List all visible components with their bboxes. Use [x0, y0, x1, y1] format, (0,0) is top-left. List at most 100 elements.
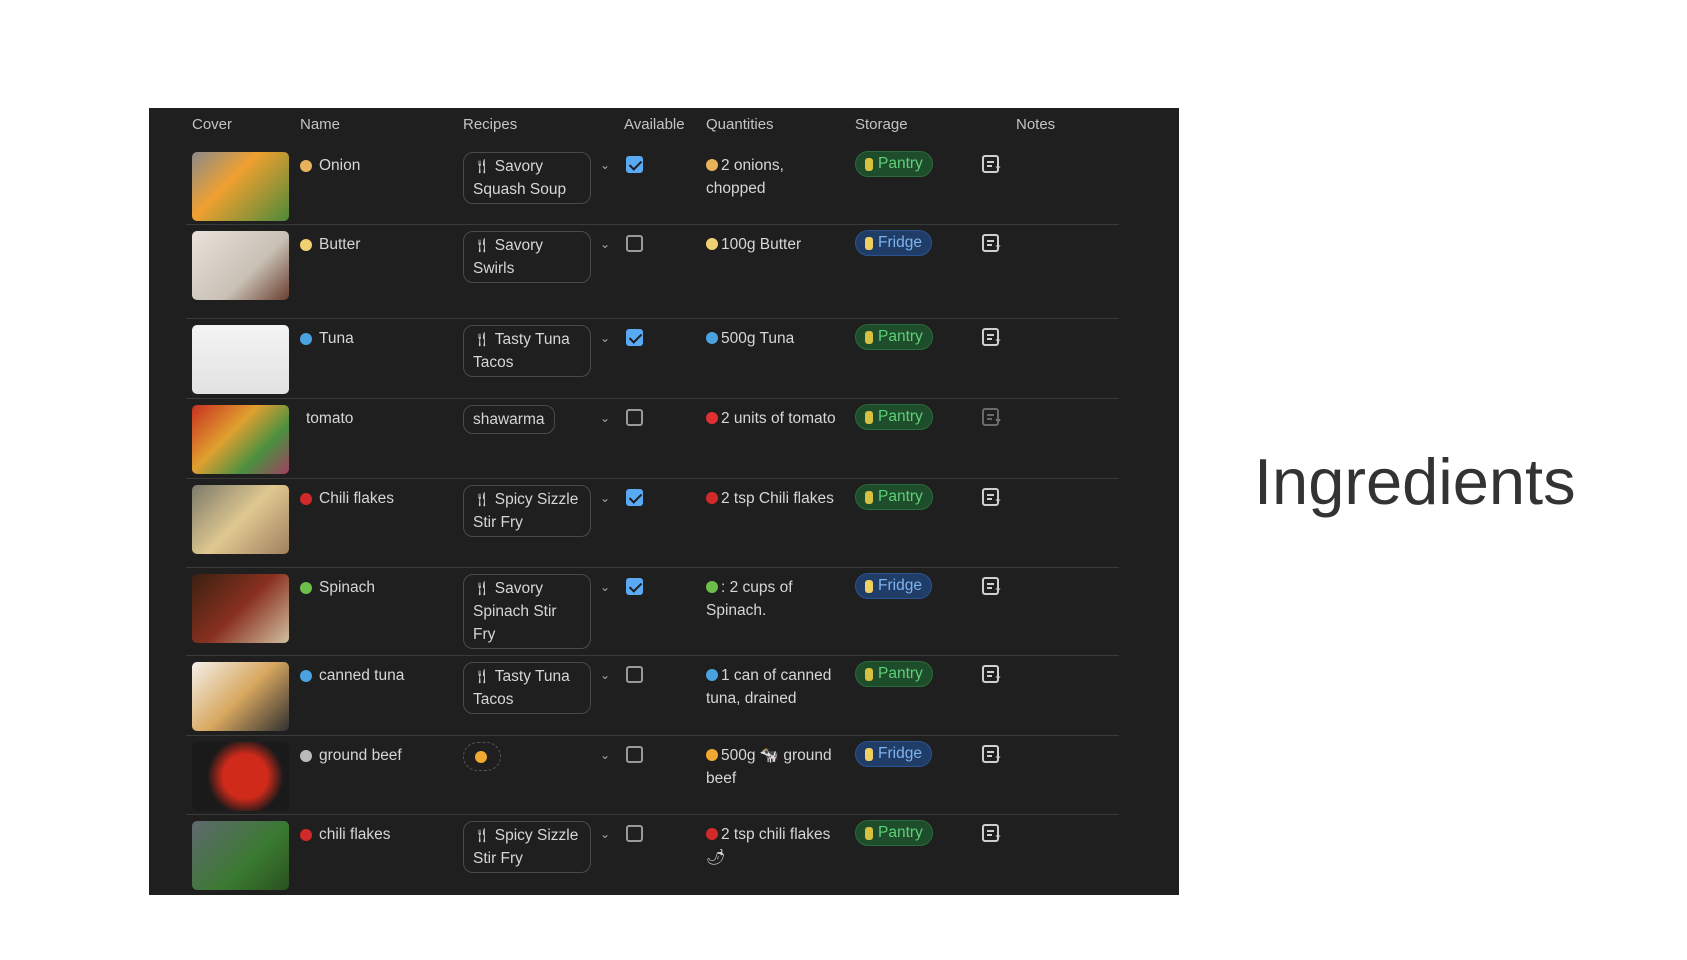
cover-image[interactable]: [192, 574, 289, 643]
chevron-down-icon[interactable]: ⌄: [600, 237, 611, 251]
chevron-down-icon[interactable]: ⌄: [600, 331, 611, 345]
notes-icon[interactable]: [982, 234, 999, 252]
ingredients-table: Cover Name Recipes Available Quantities …: [149, 108, 1179, 895]
table-row: Tuna 🍴︎ Tasty Tuna Tacos ⌄ 500g Tuna Pant…: [186, 319, 1119, 399]
taco-icon: [706, 749, 718, 761]
fork-knife-icon: 🍴︎: [473, 331, 491, 347]
recipe-chip[interactable]: 🍴︎ Tasty Tuna Tacos: [463, 662, 591, 714]
table-row: Chili flakes 🍴︎ Spicy Sizzle Stir Fry ⌄ 2…: [186, 479, 1119, 568]
ice-cream-icon: [865, 579, 873, 593]
notes-icon[interactable]: [982, 577, 999, 595]
notes-icon[interactable]: [982, 488, 999, 506]
cover-image[interactable]: [192, 742, 289, 811]
cover-image[interactable]: [192, 325, 289, 394]
recipe-chip[interactable]: 🍴︎ Savory Squash Soup: [463, 152, 591, 204]
recipe-chip[interactable]: 🍴︎ Savory Swirls: [463, 231, 591, 283]
cover-image[interactable]: [192, 231, 289, 300]
ingredient-name[interactable]: canned tuna: [300, 664, 404, 687]
chili-icon: [706, 828, 718, 840]
storage-badge[interactable]: Fridge: [855, 573, 932, 599]
chevron-down-icon[interactable]: ⌄: [600, 748, 611, 762]
storage-badge[interactable]: Pantry: [855, 404, 933, 430]
butter-icon: [300, 238, 312, 251]
chevron-down-icon[interactable]: ⌄: [600, 580, 611, 594]
quantity-text: 2 tsp chili flakes 🌶: [706, 826, 831, 866]
available-checkbox[interactable]: [626, 409, 643, 426]
chevron-down-icon[interactable]: ⌄: [600, 411, 611, 425]
cover-image[interactable]: [192, 152, 289, 221]
chevron-down-icon[interactable]: ⌄: [600, 158, 611, 172]
storage-badge[interactable]: Pantry: [855, 151, 933, 177]
recipe-chip[interactable]: [463, 742, 501, 771]
cover-image[interactable]: [192, 405, 289, 474]
available-checkbox[interactable]: [626, 235, 643, 252]
available-checkbox[interactable]: [626, 666, 643, 683]
table-row: ground beef ⌄ 500g 🐄 ground beef Fridge …: [186, 736, 1119, 815]
notes-icon[interactable]: [982, 665, 999, 683]
ingredient-name[interactable]: ground beef: [300, 744, 402, 767]
available-checkbox[interactable]: [626, 329, 643, 346]
ice-cream-icon: [865, 236, 873, 250]
cow-icon: [300, 749, 312, 762]
ingredient-name[interactable]: Onion: [300, 154, 360, 177]
cover-image[interactable]: [192, 662, 289, 731]
butter-icon: [706, 238, 718, 250]
storage-badge[interactable]: Fridge: [855, 230, 932, 256]
notes-icon[interactable]: [982, 408, 999, 426]
storage-badge[interactable]: Pantry: [855, 661, 933, 687]
ingredient-name[interactable]: chili flakes: [300, 823, 391, 846]
available-checkbox[interactable]: [626, 489, 643, 506]
can-icon: [865, 667, 873, 681]
header-available[interactable]: Available: [624, 116, 685, 133]
storage-badge[interactable]: Pantry: [855, 820, 933, 846]
fork-knife-icon: 🍴︎: [473, 580, 491, 596]
header-name[interactable]: Name: [300, 116, 341, 133]
recipe-chip[interactable]: 🍴︎ Savory Spinach Stir Fry: [463, 574, 591, 649]
notes-icon[interactable]: [982, 824, 999, 842]
recipe-chip[interactable]: shawarma: [463, 405, 555, 434]
onion-icon: [300, 159, 312, 172]
recipe-chip[interactable]: 🍴︎ Tasty Tuna Tacos: [463, 325, 591, 377]
notes-icon[interactable]: [982, 155, 999, 173]
tomato-icon: [706, 412, 718, 424]
available-checkbox[interactable]: [626, 746, 643, 763]
header-notes[interactable]: Notes: [1016, 116, 1056, 133]
recipe-chip[interactable]: 🍴︎ Spicy Sizzle Stir Fry: [463, 821, 591, 873]
chevron-down-icon[interactable]: ⌄: [600, 668, 611, 682]
ingredient-name[interactable]: Tuna: [300, 327, 354, 350]
fish-icon: [706, 669, 718, 681]
ingredient-name[interactable]: tomato: [306, 410, 354, 427]
header-cover[interactable]: Cover: [192, 116, 233, 133]
storage-badge[interactable]: Pantry: [855, 484, 933, 510]
fork-knife-icon: 🍴︎: [473, 491, 491, 507]
fork-knife-icon: 🍴︎: [473, 668, 491, 684]
available-checkbox[interactable]: [626, 578, 643, 595]
notes-icon[interactable]: [982, 328, 999, 346]
ingredient-name[interactable]: Spinach: [300, 576, 375, 599]
page-title: Ingredients: [1254, 445, 1576, 518]
available-checkbox[interactable]: [626, 825, 643, 842]
can-icon: [865, 157, 873, 171]
table-row: tomato shawarma ⌄ 2 units of tomato Pant…: [186, 399, 1119, 479]
storage-badge[interactable]: Pantry: [855, 324, 933, 350]
table-row: Butter 🍴︎ Savory Swirls ⌄ 100g Butter Fri…: [186, 225, 1119, 319]
header-recipes[interactable]: Recipes: [463, 116, 518, 133]
chevron-down-icon[interactable]: ⌄: [600, 491, 611, 505]
fish-icon: [706, 332, 718, 344]
available-checkbox[interactable]: [626, 156, 643, 173]
recipe-chip[interactable]: 🍴︎ Spicy Sizzle Stir Fry: [463, 485, 591, 537]
storage-badge[interactable]: Fridge: [855, 741, 932, 767]
cover-image[interactable]: [192, 821, 289, 890]
ingredient-name[interactable]: Butter: [300, 233, 360, 256]
header-quantities[interactable]: Quantities: [706, 116, 774, 133]
ingredient-name[interactable]: Chili flakes: [300, 487, 394, 510]
table-row: canned tuna 🍴︎ Tasty Tuna Tacos ⌄ 1 can o…: [186, 656, 1119, 736]
quantity-text: 100g Butter: [706, 233, 846, 256]
header-storage[interactable]: Storage: [855, 116, 908, 133]
cover-image[interactable]: [192, 485, 289, 554]
notes-icon[interactable]: [982, 745, 999, 763]
chili-icon: [300, 492, 312, 505]
quantity-text: 500g 🐄 ground beef: [706, 747, 832, 787]
herb-icon: [706, 581, 718, 593]
chevron-down-icon[interactable]: ⌄: [600, 827, 611, 841]
